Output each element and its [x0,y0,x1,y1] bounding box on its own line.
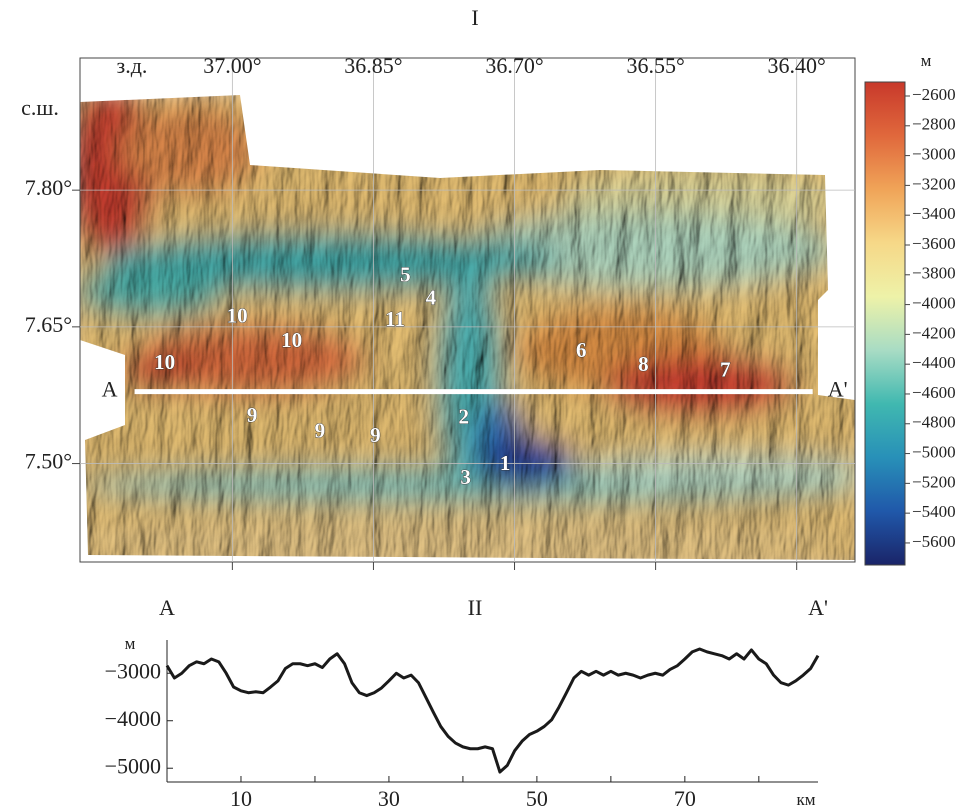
x-tick-label: 36.40° [768,53,826,78]
colorbar-tick-label: −4800 [912,413,956,432]
y-tick-label: −4000 [105,706,161,731]
x-tick-label: 37.00° [203,53,261,78]
feature-label: 2 [458,405,469,429]
section-start-label: A [102,377,118,402]
feature-label: 8 [638,352,649,376]
colorbar-tick-label: −3400 [912,204,956,223]
feature-label: 7 [720,357,731,381]
figure: Iз.д. с.ш. 37.00° 36.85° 36.70° 36.55° 36.40° 7… [0,0,966,811]
x-tick-label: 70 [674,786,696,811]
x-tick-label: 36.55° [626,53,684,78]
y-axis-label: м [125,634,136,653]
colorbar-tick-label: −3800 [912,264,956,283]
colorbar-tick-label: −4400 [912,353,956,372]
map-title: I [471,5,478,30]
feature-label: 9 [315,418,326,442]
x-tick-label: 36.85° [344,53,402,78]
feature-label: 10 [281,328,302,352]
colorbar-tick-label: −2600 [912,85,956,104]
y-tick-label: 7.65° [25,312,72,337]
colorbar-tick-label: −5400 [912,502,956,521]
colorbar-tick-label: −3000 [912,145,956,164]
colorbar-tick-label: −5000 [912,442,956,461]
profile-start-label: A [159,595,175,620]
feature-label: 11 [385,307,405,331]
colorbar-tick-label: −3200 [912,174,956,193]
y-tick-label: −3000 [105,658,161,683]
feature-label: 10 [227,304,248,328]
x-axis-label: км [796,790,815,809]
y-tick-label: 7.80° [25,175,72,200]
x-tick-label: 36.70° [485,53,543,78]
colorbar-tick-label: −4600 [912,383,956,402]
x-tick-label: 30 [378,786,400,811]
feature-label: 5 [400,263,411,287]
y-tick-label: 7.50° [25,449,72,474]
colorbar-tick-label: −5600 [912,532,956,551]
feature-label: 3 [460,465,471,489]
colorbar-tick-label: −4200 [912,323,956,342]
profile-end-label: A' [808,595,828,620]
colorbar-tick-label: −4000 [912,293,956,312]
x-axis-label: з.д. [117,53,148,78]
profile-line [167,649,818,772]
colorbar-tick-label: −3600 [912,234,956,253]
x-tick-label: 50 [526,786,548,811]
y-axis-label: с.ш. [21,95,59,120]
colorbar-tick-label: −5200 [912,472,956,491]
feature-label: 1 [500,451,511,475]
feature-label: 9 [370,423,381,447]
colorbar-tick-label: −2800 [912,115,956,134]
colorbar-label: м [921,51,932,70]
feature-label: 6 [576,338,587,362]
feature-label: 10 [154,350,175,374]
y-tick-label: −5000 [105,753,161,778]
section-end-label: A' [828,377,848,402]
colorbar [865,82,905,565]
profile-title: II [468,595,483,620]
x-tick-label: 10 [230,786,252,811]
feature-label: 9 [247,403,258,427]
bathymetry [50,80,880,580]
feature-label: 4 [426,285,437,309]
